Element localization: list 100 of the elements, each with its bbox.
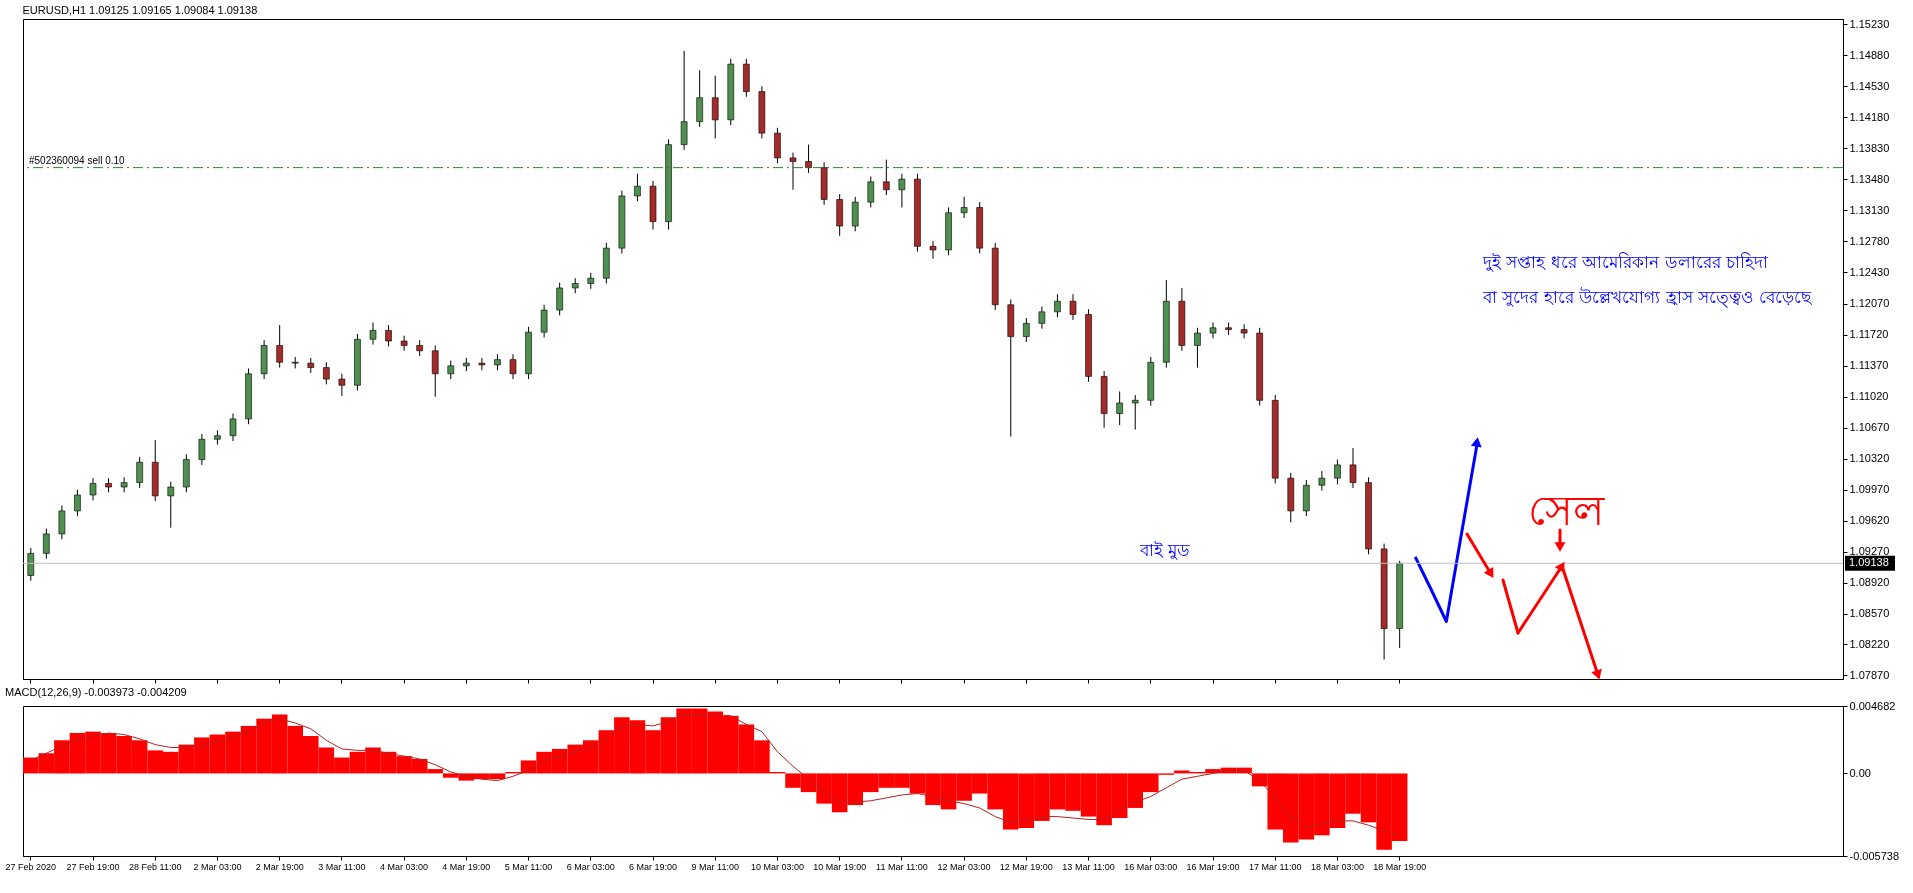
y-tick-label: 1.14880 xyxy=(1849,48,1890,61)
candlestick xyxy=(556,282,563,316)
y-tick-label: 1.11020 xyxy=(1849,390,1889,403)
candlestick xyxy=(1209,321,1217,339)
candlestick xyxy=(58,505,66,540)
candlestick xyxy=(1334,459,1341,485)
candlestick xyxy=(960,196,968,219)
y-tick-label: 1.12070 xyxy=(1849,297,1890,310)
y-tick-label: 1.10670 xyxy=(1849,421,1890,434)
candlestick xyxy=(1318,470,1326,492)
y-tick-label: 1.12430 xyxy=(1849,265,1890,278)
category-label: 10 Mar 19:00 xyxy=(813,861,867,872)
category-label: 4 Mar 03:00 xyxy=(380,861,429,872)
candlestick xyxy=(198,433,206,466)
candlestick xyxy=(1023,317,1030,343)
category-label: 16 Mar 03:00 xyxy=(1124,861,1178,872)
candlestick xyxy=(136,456,143,489)
candlestick xyxy=(680,50,688,151)
ref-line-label: 1.09138 xyxy=(1849,556,1889,569)
candlestick xyxy=(1054,293,1061,318)
line-series xyxy=(30,713,1401,835)
candlestick xyxy=(711,75,719,139)
candlestick xyxy=(338,373,346,397)
candlestick xyxy=(167,481,175,529)
category-label: 28 Feb 11:00 xyxy=(129,861,182,872)
candlestick xyxy=(323,361,330,385)
candlestick xyxy=(229,413,237,442)
y-tick-label: 1.13480 xyxy=(1849,172,1890,185)
category-label: 2 Mar 19:00 xyxy=(255,861,304,872)
chart-title: MACD(12,26,9) -0.003973 -0.004209 xyxy=(5,686,187,698)
candlestick xyxy=(898,173,906,208)
y-tick-label: 1.08570 xyxy=(1849,607,1890,620)
y-tick-label: 1.14530 xyxy=(1849,79,1890,92)
category-label: 2 Mar 03:00 xyxy=(193,861,242,872)
category-label: 12 Mar 03:00 xyxy=(937,861,991,872)
candlestick xyxy=(1069,293,1077,321)
y-tick-label: 1.09970 xyxy=(1849,483,1890,496)
candlestick xyxy=(1038,306,1046,330)
y-tick-label: 1.09270 xyxy=(1849,545,1890,558)
candlestick xyxy=(43,528,50,560)
category-label: 18 Mar 19:00 xyxy=(1373,861,1427,872)
y-tick-label: 1.08220 xyxy=(1849,638,1890,650)
candlestick xyxy=(867,175,875,208)
category-label: 18 Mar 03:00 xyxy=(1310,861,1364,872)
candlestick xyxy=(634,173,641,202)
y-tick-label: 1.11720 xyxy=(1849,328,1889,341)
candlestick xyxy=(400,335,408,352)
y-tick-label: 1.15230 xyxy=(1849,17,1890,30)
candlestick xyxy=(883,159,890,196)
annotation: বাই মুড xyxy=(1139,540,1191,560)
candlestick xyxy=(789,152,797,191)
category-label: 17 Mar 11:00 xyxy=(1249,861,1302,872)
annotation: সেল xyxy=(1528,486,1605,535)
y-tick-label: 1.14180 xyxy=(1849,110,1890,123)
candlestick xyxy=(120,476,128,493)
candlestick xyxy=(805,144,812,174)
candlestick xyxy=(1240,323,1248,339)
category-label: 9 Mar 11:00 xyxy=(691,861,739,872)
candlestick xyxy=(540,304,548,338)
y-tick-label: 1.13130 xyxy=(1849,203,1890,216)
candlestick xyxy=(1194,327,1201,369)
y-tick-label: -0.005738 xyxy=(1849,849,1900,862)
candlestick xyxy=(1116,390,1123,426)
candlestick xyxy=(447,360,455,380)
category-label: 10 Mar 03:00 xyxy=(750,861,804,872)
y-tick-label: 0.004682 xyxy=(1849,699,1896,712)
y-tick-label: 1.07870 xyxy=(1849,668,1890,681)
candlestick xyxy=(276,324,283,369)
candlestick xyxy=(431,344,439,398)
category-label: 3 Mar 11:00 xyxy=(318,861,366,872)
candlestick xyxy=(1131,394,1139,431)
candlestick xyxy=(89,477,97,501)
category-label: 13 Mar 11:00 xyxy=(1062,861,1115,872)
candlestick xyxy=(385,324,392,347)
candlestick xyxy=(478,357,486,371)
annotation: দুই সপ্তাহ ধরে আমেরিকান ডলারের চাহিদা xyxy=(1482,252,1770,272)
y-tick-label: 1.08920 xyxy=(1849,576,1890,589)
annotation: বা সুদের হারে উল্লেখযোগ্য হ্রাস সত্ত্বেও বেড়েছে xyxy=(1482,287,1814,308)
category-label: 6 Mar 03:00 xyxy=(566,861,615,872)
candlestick xyxy=(369,321,377,346)
candlestick xyxy=(929,240,937,260)
category-label: 11 Mar 11:00 xyxy=(876,861,928,872)
y-tick-label: 0.00 xyxy=(1849,766,1871,779)
y-tick-label: 1.09620 xyxy=(1849,514,1890,527)
category-label: 27 Feb 2020 xyxy=(5,861,57,872)
candlestick xyxy=(1349,447,1357,489)
category-label: 27 Feb 19:00 xyxy=(66,861,120,872)
chart-title: EURUSD,H1 1.09125 1.09165 1.09084 1.09138 xyxy=(22,4,258,17)
candlestick xyxy=(74,489,81,517)
ref-line-label: #502360094 sell 0.10 xyxy=(29,154,126,166)
candlestick xyxy=(27,547,35,582)
y-tick-label: 1.10320 xyxy=(1849,452,1890,465)
category-label: 6 Mar 19:00 xyxy=(628,861,678,872)
candlestick xyxy=(509,353,517,380)
category-label: 12 Mar 19:00 xyxy=(999,861,1053,872)
category-label: 4 Mar 19:00 xyxy=(442,861,491,872)
y-tick-label: 1.13830 xyxy=(1849,141,1890,154)
candlestick xyxy=(851,196,859,232)
candlestick xyxy=(696,69,703,128)
category-label: 16 Mar 19:00 xyxy=(1186,861,1240,872)
